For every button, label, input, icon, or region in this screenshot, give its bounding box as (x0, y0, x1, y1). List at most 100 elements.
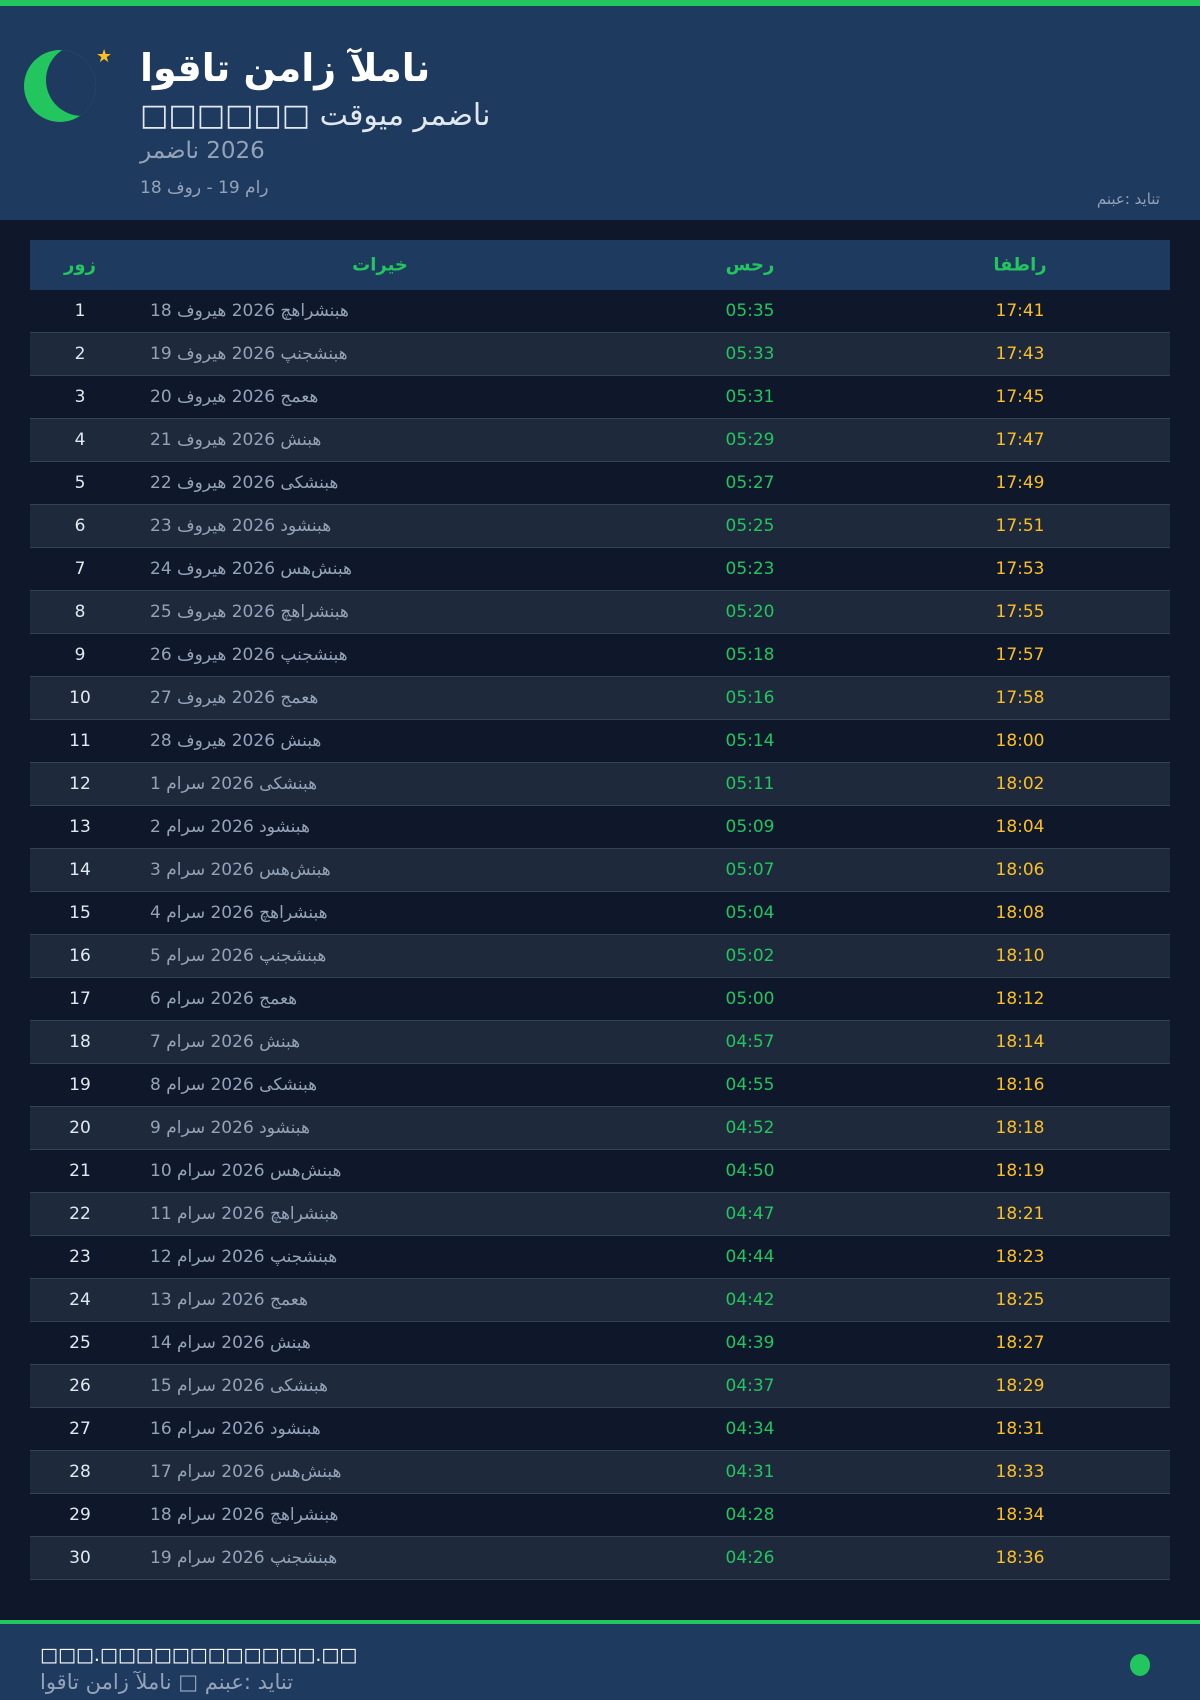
cell-sahar: 04:55 (725, 1075, 775, 1095)
cell-date: 13 مارس 2026 جمعه (150, 1290, 308, 1310)
table-header: روز تاریخ سحر افطار (30, 240, 1170, 290)
cell-iftar: 18:21 (995, 1204, 1045, 1224)
status-dot-icon (1130, 1654, 1150, 1676)
cell-iftar: 18:19 (995, 1161, 1045, 1181)
column-header-day: روز (64, 254, 96, 276)
table-row: 16 5 مارس 2026 پنجشنبه 05:02 18:10 (30, 935, 1170, 978)
table-row: 10 27 فوریه 2026 جمعه 05:16 17:58 (30, 677, 1170, 720)
cell-sahar: 05:04 (725, 903, 775, 923)
cell-day: 22 (69, 1204, 91, 1224)
cell-iftar: 18:00 (995, 731, 1045, 751)
cell-iftar: 18:10 (995, 946, 1045, 966)
cell-iftar: 18:06 (995, 860, 1045, 880)
page-footer: □□□.□□□□□□□□□□□□.□□ اوقات نماز آلمان □ م… (0, 1620, 1200, 1700)
cell-iftar: 17:43 (995, 344, 1045, 364)
cell-sahar: 05:16 (725, 688, 775, 708)
cell-date: 21 فوریه 2026 شنبه (150, 430, 322, 450)
footer-text: اوقات نماز آلمان □ منبع: دیانت (40, 1670, 294, 1694)
cell-date: 2 مارس 2026 دوشنبه (150, 817, 310, 837)
cell-sahar: 05:14 (725, 731, 775, 751)
table-row: 28 17 مارس 2026 سه‌شنبه 04:31 18:33 (30, 1451, 1170, 1494)
table-row: 15 4 مارس 2026 چهارشنبه 05:04 18:08 (30, 892, 1170, 935)
cell-iftar: 18:34 (995, 1505, 1045, 1525)
cell-day: 13 (69, 817, 91, 837)
cell-sahar: 05:27 (725, 473, 775, 493)
cell-day: 21 (69, 1161, 91, 1181)
cell-date: 18 مارس 2026 چهارشنبه (150, 1505, 339, 1525)
table-row: 27 16 مارس 2026 دوشنبه 04:34 18:31 (30, 1408, 1170, 1451)
cell-date: 26 فوریه 2026 پنجشنبه (150, 645, 348, 665)
cell-iftar: 18:31 (995, 1419, 1045, 1439)
cell-day: 2 (74, 344, 86, 364)
cell-day: 11 (69, 731, 91, 751)
cell-day: 24 (69, 1290, 91, 1310)
cell-iftar: 18:14 (995, 1032, 1045, 1052)
cell-sahar: 04:34 (725, 1419, 775, 1439)
column-header-sahar: سحر (725, 254, 775, 276)
table-row: 24 13 مارس 2026 جمعه 04:42 18:25 (30, 1279, 1170, 1322)
cell-date: 18 فوریه 2026 چهارشنبه (150, 301, 349, 321)
cell-date: 24 فوریه 2026 سه‌شنبه (150, 559, 352, 579)
cell-day: 30 (69, 1548, 91, 1568)
cell-iftar: 17:45 (995, 387, 1045, 407)
cell-date: 22 فوریه 2026 یکشنبه (150, 473, 339, 493)
cell-day: 14 (69, 860, 91, 880)
cell-iftar: 18:08 (995, 903, 1045, 923)
cell-iftar: 17:58 (995, 688, 1045, 708)
table-row: 1 18 فوریه 2026 چهارشنبه 05:35 17:41 (30, 290, 1170, 333)
cell-sahar: 05:35 (725, 301, 775, 321)
cell-sahar: 05:23 (725, 559, 775, 579)
table-row: 9 26 فوریه 2026 پنجشنبه 05:18 17:57 (30, 634, 1170, 677)
cell-day: 9 (74, 645, 86, 665)
table-row: 21 10 مارس 2026 سه‌شنبه 04:50 18:19 (30, 1150, 1170, 1193)
cell-sahar: 05:25 (725, 516, 775, 536)
table-row: 11 28 فوریه 2026 شنبه 05:14 18:00 (30, 720, 1170, 763)
table-row: 2 19 فوریه 2026 پنجشنبه 05:33 17:43 (30, 333, 1170, 376)
cell-day: 20 (69, 1118, 91, 1138)
cell-iftar: 18:27 (995, 1333, 1045, 1353)
cell-iftar: 17:49 (995, 473, 1045, 493)
table-row: 26 15 مارس 2026 یکشنبه 04:37 18:29 (30, 1365, 1170, 1408)
cell-iftar: 17:53 (995, 559, 1045, 579)
table-row: 5 22 فوریه 2026 یکشنبه 05:27 17:49 (30, 462, 1170, 505)
cell-sahar: 04:26 (725, 1548, 775, 1568)
page-title: اوقات نماز آلمان (140, 46, 431, 90)
cell-day: 10 (69, 688, 91, 708)
table-row: 7 24 فوریه 2026 سه‌شنبه 05:23 17:53 (30, 548, 1170, 591)
table-row: 20 9 مارس 2026 دوشنبه 04:52 18:18 (30, 1107, 1170, 1150)
cell-day: 3 (74, 387, 86, 407)
page-header: ★ اوقات نماز آلمان □□□□□□ تقویم رمضان رم… (0, 6, 1200, 220)
ramadan-year: رمضان 2026 (140, 138, 265, 164)
table-row: 12 1 مارس 2026 یکشنبه 05:11 18:02 (30, 763, 1170, 806)
column-header-date: تاریخ (352, 254, 408, 276)
cell-sahar: 04:52 (725, 1118, 775, 1138)
cell-sahar: 04:44 (725, 1247, 775, 1267)
table-row: 25 14 مارس 2026 شنبه 04:39 18:27 (30, 1322, 1170, 1365)
date-range: 18 فور - 19 مار (140, 178, 269, 198)
cell-sahar: 04:31 (725, 1462, 775, 1482)
table-row: 17 6 مارس 2026 جمعه 05:00 18:12 (30, 978, 1170, 1021)
cell-sahar: 05:29 (725, 430, 775, 450)
cell-sahar: 05:20 (725, 602, 775, 622)
cell-date: 8 مارس 2026 یکشنبه (150, 1075, 318, 1095)
table-row: 18 7 مارس 2026 شنبه 04:57 18:14 (30, 1021, 1170, 1064)
cell-iftar: 18:04 (995, 817, 1045, 837)
cell-sahar: 04:47 (725, 1204, 775, 1224)
cell-iftar: 18:02 (995, 774, 1045, 794)
cell-sahar: 04:39 (725, 1333, 775, 1353)
cell-date: 5 مارس 2026 پنجشنبه (150, 946, 327, 966)
cell-iftar: 18:16 (995, 1075, 1045, 1095)
star-icon: ★ (96, 46, 113, 67)
cell-date: 16 مارس 2026 دوشنبه (150, 1419, 321, 1439)
cell-date: 6 مارس 2026 جمعه (150, 989, 298, 1009)
footer-url[interactable]: □□□.□□□□□□□□□□□□.□□ (40, 1644, 358, 1666)
top-accent-bar (0, 0, 1200, 6)
cell-date: 20 فوریه 2026 جمعه (150, 387, 319, 407)
cell-iftar: 17:41 (995, 301, 1045, 321)
cell-date: 17 مارس 2026 سه‌شنبه (150, 1462, 342, 1482)
cell-sahar: 04:42 (725, 1290, 775, 1310)
cell-sahar: 05:02 (725, 946, 775, 966)
cell-sahar: 05:09 (725, 817, 775, 837)
cell-sahar: 05:31 (725, 387, 775, 407)
cell-day: 5 (74, 473, 86, 493)
